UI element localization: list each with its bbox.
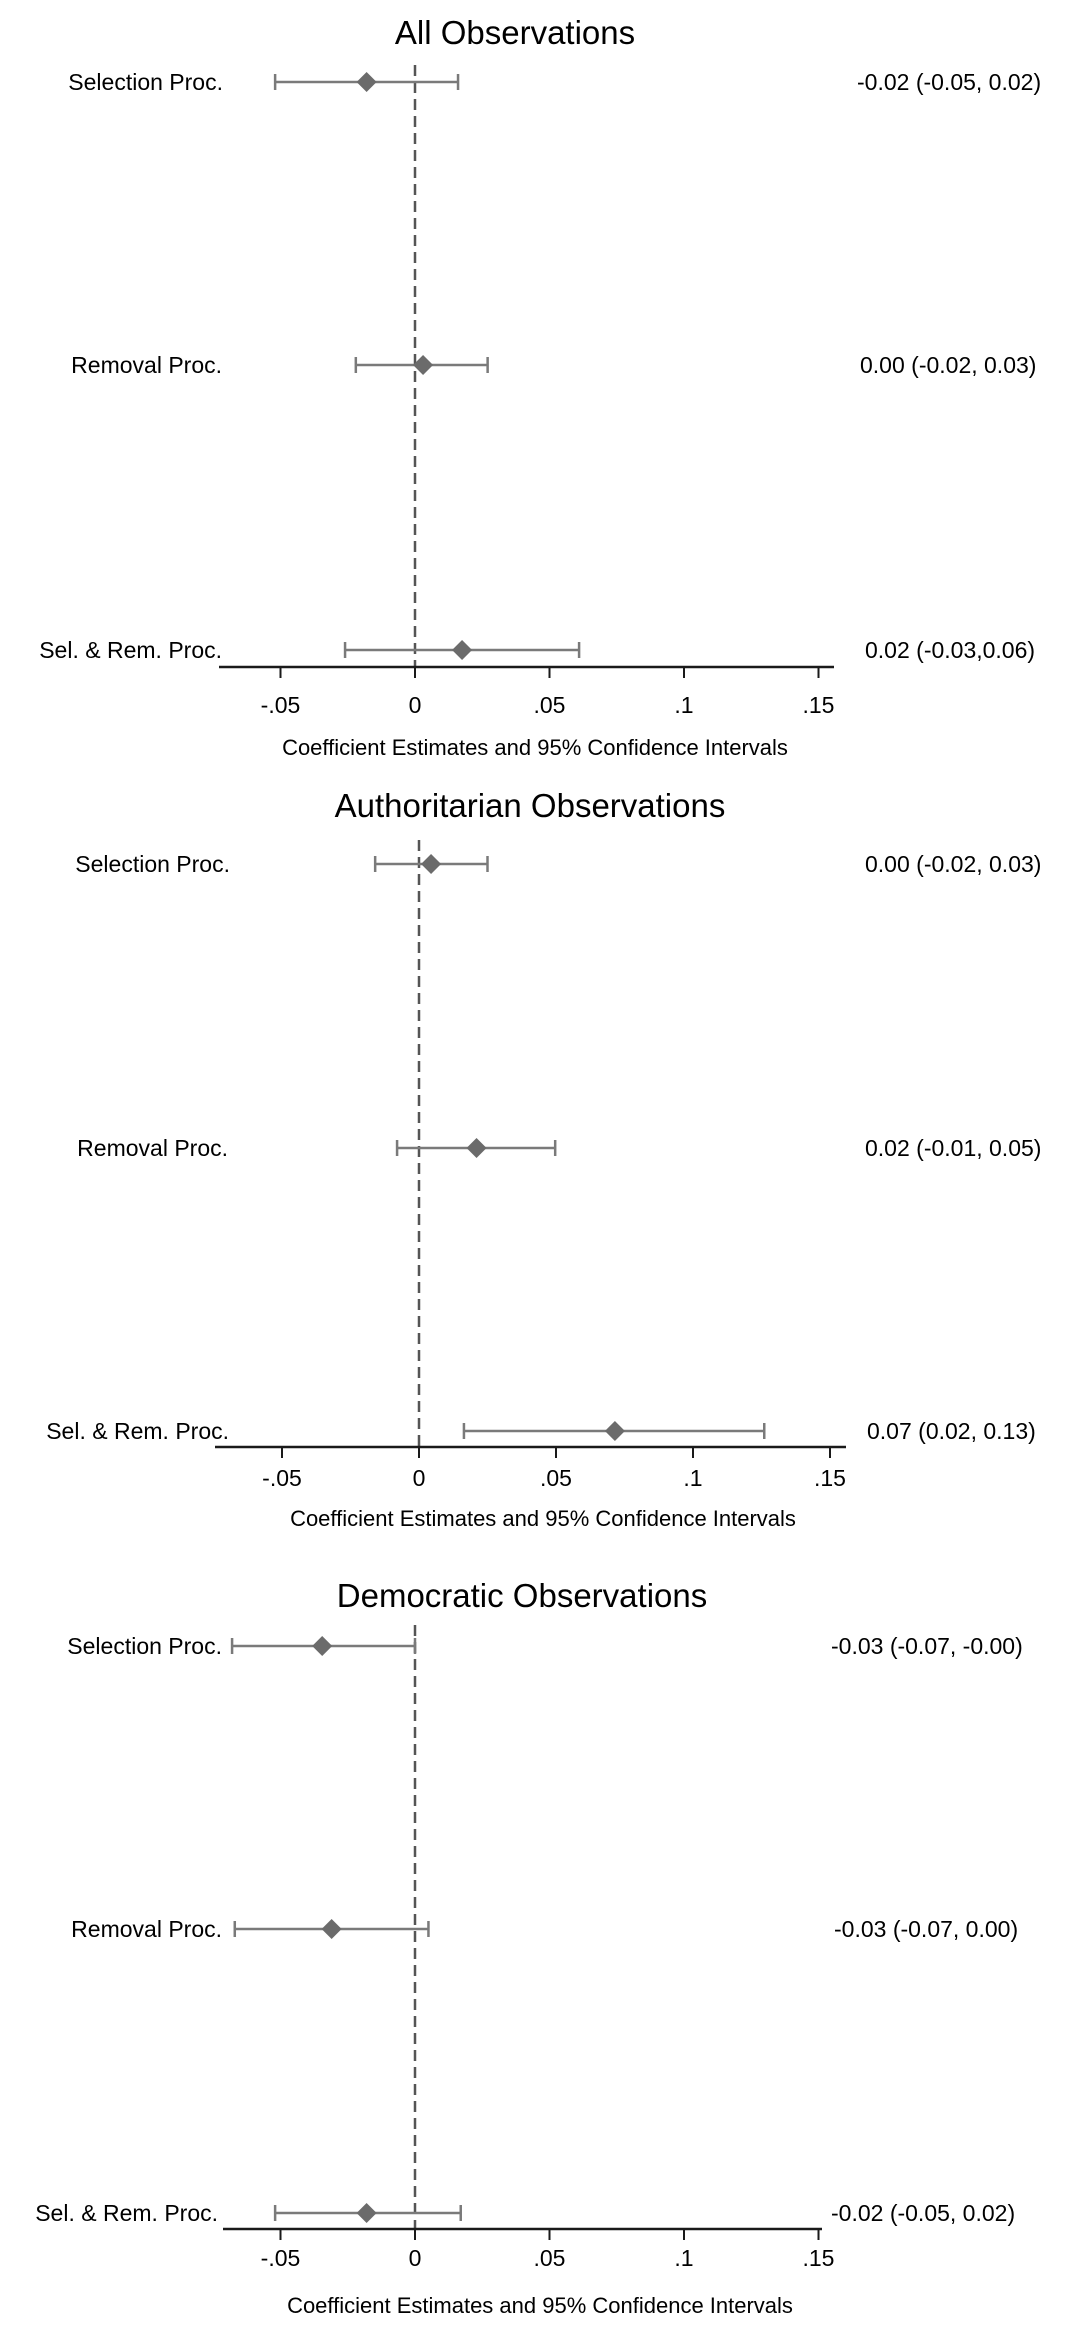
row-label: Sel. & Rem. Proc. — [39, 637, 222, 663]
diamond-marker-icon — [312, 1636, 333, 1656]
confidence-interval — [395, 1138, 557, 1158]
panel-democratic-observations: Democratic Observations -.05 0 .05 .1 .15 Se… — [35, 1577, 1023, 2318]
row-label: Sel. & Rem. Proc. — [46, 1418, 229, 1444]
panel-title: All Observations — [395, 14, 635, 51]
estimate-annotation: -0.02 (-0.05, 0.02) — [857, 69, 1041, 95]
row-sel-and-rem: Sel. & Rem. Proc. 0.07 (0.02, 0.13) — [46, 1418, 1036, 1444]
x-tick-label: .1 — [674, 2245, 693, 2271]
x-tick-label: 0 — [409, 2245, 422, 2271]
confidence-interval — [230, 1636, 417, 1656]
confidence-interval — [343, 640, 581, 660]
x-axis-title: Coefficient Estimates and 95% Confidence… — [282, 735, 788, 760]
estimate-annotation: -0.03 (-0.07, 0.00) — [834, 1916, 1018, 1942]
panel-all-observations: All Observations -.05 0 .05 .1 .15 Selection… — [39, 14, 1041, 760]
row-label: Selection Proc. — [67, 1633, 222, 1659]
confidence-interval — [273, 2203, 462, 2223]
x-tick-label: -.05 — [261, 692, 301, 718]
diamond-marker-icon — [466, 1138, 487, 1158]
confidence-interval — [233, 1919, 430, 1939]
x-axis-ticks: -.05 0 .05 .1 .15 — [262, 1447, 846, 1491]
x-tick-label: 0 — [409, 692, 422, 718]
row-label: Sel. & Rem. Proc. — [35, 2200, 218, 2226]
x-axis-title: Coefficient Estimates and 95% Confidence… — [290, 1506, 796, 1531]
diamond-marker-icon — [452, 640, 473, 660]
x-axis-ticks: -.05 0 .05 .1 .15 — [261, 2229, 835, 2271]
row-label: Removal Proc. — [77, 1135, 228, 1161]
row-removal: Removal Proc. 0.00 (-0.02, 0.03) — [71, 352, 1036, 378]
diamond-marker-icon — [321, 1919, 342, 1939]
estimate-annotation: 0.02 (-0.03,0.06) — [865, 637, 1035, 663]
x-tick-label: -.05 — [262, 1465, 302, 1491]
row-label: Selection Proc. — [75, 851, 230, 877]
x-axis-title: Coefficient Estimates and 95% Confidence… — [287, 2293, 793, 2318]
x-tick-label: .05 — [534, 2245, 566, 2271]
diamond-marker-icon — [604, 1421, 625, 1441]
diamond-marker-icon — [356, 72, 377, 92]
row-selection: Selection Proc. 0.00 (-0.02, 0.03) — [75, 851, 1041, 877]
x-axis-ticks: -.05 0 .05 .1 .15 — [261, 667, 835, 718]
x-tick-label: .05 — [540, 1465, 572, 1491]
diamond-marker-icon — [421, 854, 442, 874]
row-label: Selection Proc. — [68, 69, 223, 95]
estimate-annotation: 0.00 (-0.02, 0.03) — [865, 851, 1041, 877]
confidence-interval — [373, 854, 489, 874]
diamond-marker-icon — [356, 2203, 377, 2223]
panel-title: Authoritarian Observations — [335, 787, 726, 824]
estimate-annotation: 0.02 (-0.01, 0.05) — [865, 1135, 1041, 1161]
panel-title: Democratic Observations — [337, 1577, 707, 1614]
row-sel-and-rem: Sel. & Rem. Proc. -0.02 (-0.05, 0.02) — [35, 2200, 1015, 2226]
x-tick-label: .1 — [683, 1465, 702, 1491]
row-removal: Removal Proc. -0.03 (-0.07, 0.00) — [71, 1916, 1018, 1942]
x-tick-label: .1 — [674, 692, 693, 718]
x-tick-label: .15 — [814, 1465, 846, 1491]
row-sel-and-rem: Sel. & Rem. Proc. 0.02 (-0.03,0.06) — [39, 637, 1035, 663]
x-tick-label: -.05 — [261, 2245, 301, 2271]
panel-authoritarian-observations: Authoritarian Observations -.05 0 .05 .1 .15… — [46, 787, 1041, 1531]
estimate-annotation: 0.00 (-0.02, 0.03) — [860, 352, 1036, 378]
row-selection: Selection Proc. -0.02 (-0.05, 0.02) — [68, 69, 1041, 95]
estimate-annotation: 0.07 (0.02, 0.13) — [867, 1418, 1036, 1444]
x-tick-label: .15 — [803, 2245, 835, 2271]
estimate-annotation: -0.03 (-0.07, -0.00) — [831, 1633, 1023, 1659]
x-tick-label: .05 — [534, 692, 566, 718]
x-tick-label: .15 — [803, 692, 835, 718]
row-removal: Removal Proc. 0.02 (-0.01, 0.05) — [77, 1135, 1041, 1161]
estimate-annotation: -0.02 (-0.05, 0.02) — [831, 2200, 1015, 2226]
row-selection: Selection Proc. -0.03 (-0.07, -0.00) — [67, 1633, 1022, 1659]
x-tick-label: 0 — [413, 1465, 426, 1491]
diamond-marker-icon — [413, 355, 434, 375]
confidence-interval — [354, 355, 489, 375]
row-label: Removal Proc. — [71, 352, 222, 378]
confidence-interval — [462, 1421, 766, 1441]
confidence-interval — [273, 72, 460, 92]
row-label: Removal Proc. — [71, 1916, 222, 1942]
